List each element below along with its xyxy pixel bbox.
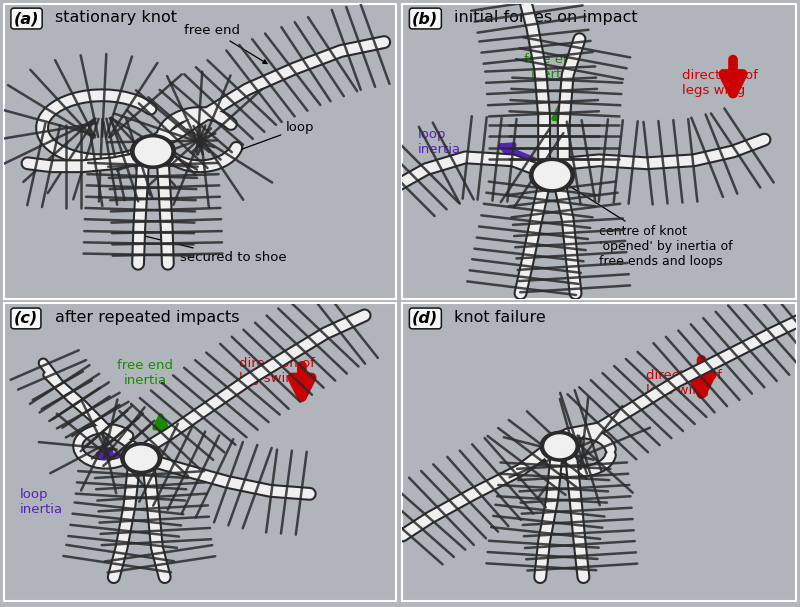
Circle shape xyxy=(126,446,157,470)
Text: (d): (d) xyxy=(412,311,438,326)
Text: initial forces on impact: initial forces on impact xyxy=(454,10,637,25)
Text: stationary knot: stationary knot xyxy=(55,10,177,25)
Circle shape xyxy=(135,138,170,164)
Circle shape xyxy=(121,443,162,473)
Text: free end
inertia: free end inertia xyxy=(524,52,580,81)
Text: direction of
legs wing: direction of legs wing xyxy=(646,369,722,397)
Circle shape xyxy=(530,158,574,192)
Circle shape xyxy=(130,135,175,168)
Text: loop: loop xyxy=(231,121,314,154)
Text: direction of
leg swing: direction of leg swing xyxy=(239,357,315,385)
Text: free end
inertia: free end inertia xyxy=(117,359,173,387)
Circle shape xyxy=(540,432,579,461)
Text: direction of
legs wing: direction of legs wing xyxy=(682,69,758,97)
Text: knot failure: knot failure xyxy=(454,310,546,325)
Text: centre of knot
'opened' by inertia of
free ends and loops: centre of knot 'opened' by inertia of fr… xyxy=(555,177,733,268)
Text: (c): (c) xyxy=(14,311,38,326)
Text: after repeated impacts: after repeated impacts xyxy=(55,310,239,325)
Text: free end: free end xyxy=(184,24,267,64)
Text: loop
inertia: loop inertia xyxy=(418,128,462,156)
Text: (a): (a) xyxy=(14,11,39,26)
Circle shape xyxy=(545,435,574,458)
Text: secured to shoe: secured to shoe xyxy=(142,234,287,265)
Text: loop
inertia: loop inertia xyxy=(20,488,63,516)
Text: (b): (b) xyxy=(412,11,438,26)
Circle shape xyxy=(534,162,570,188)
